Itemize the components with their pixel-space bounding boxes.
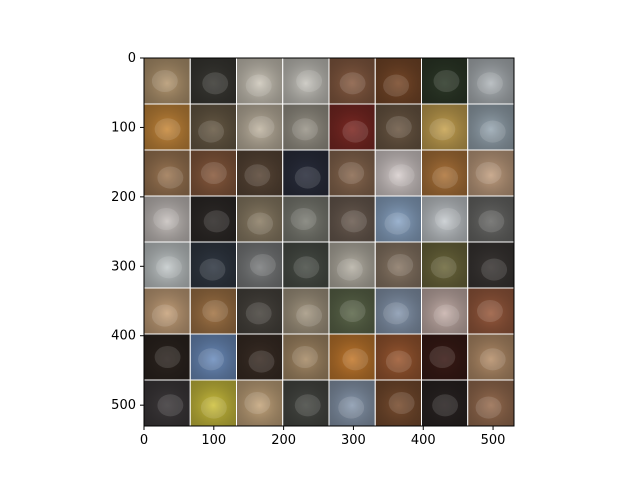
x-tick-label: 300 (341, 433, 366, 448)
x-tick-label: 100 (201, 433, 226, 448)
y-tick-label: 300 (111, 259, 136, 274)
image-cell (143, 241, 191, 289)
image-cell (282, 379, 330, 427)
image-cell (282, 57, 330, 105)
image-cell (374, 333, 422, 381)
image-cell (143, 379, 191, 427)
image-cell (374, 103, 422, 151)
image-cell (236, 57, 284, 105)
image-cell (467, 379, 515, 427)
image-cell (467, 57, 515, 105)
y-tick-label: 400 (111, 329, 136, 344)
image-cell (282, 287, 330, 335)
image-cell (421, 149, 469, 197)
x-tick-label: 500 (481, 433, 506, 448)
image-cell (143, 103, 191, 151)
image-cell (189, 195, 237, 243)
image-cell (282, 103, 330, 151)
image-cell (143, 149, 191, 197)
y-tick-label: 200 (111, 190, 136, 205)
image-cell (328, 57, 376, 105)
x-tick-label: 0 (140, 433, 148, 448)
image-cell (189, 379, 237, 427)
image-cell (236, 103, 284, 151)
image-cell (467, 241, 515, 289)
x-tick-label: 400 (411, 433, 436, 448)
image-cell (189, 241, 237, 289)
image-cell (328, 149, 376, 197)
y-tick-label: 100 (111, 120, 136, 135)
image-cell (374, 57, 422, 105)
image-cell (189, 333, 237, 381)
image-cell (421, 287, 469, 335)
image-cell (143, 195, 191, 243)
image-cell (421, 57, 469, 105)
image-cell (143, 287, 191, 335)
image-cell (189, 287, 237, 335)
image-cell (467, 333, 515, 381)
image-cell (236, 287, 284, 335)
image-cell (328, 287, 376, 335)
image-cell (236, 149, 284, 197)
image-cell (189, 57, 237, 105)
image-cell (467, 195, 515, 243)
y-tick-label: 500 (111, 398, 136, 413)
image-cell (374, 241, 422, 289)
x-tick-label: 200 (271, 433, 296, 448)
image-cell (189, 103, 237, 151)
image-cell (143, 333, 191, 381)
image-cell (374, 379, 422, 427)
x-axis: 0 100 200 300 400 500 (140, 426, 506, 448)
image-cell (236, 333, 284, 381)
image-cell (374, 287, 422, 335)
image-cell (421, 379, 469, 427)
image-cell (328, 103, 376, 151)
image-cell (374, 149, 422, 197)
image-cell (328, 241, 376, 289)
image-cell (374, 195, 422, 243)
image-cell (189, 149, 237, 197)
image-cell (236, 241, 284, 289)
image-cell (467, 149, 515, 197)
y-axis: 0 100 200 300 400 500 (111, 51, 144, 413)
image-cell (421, 103, 469, 151)
image-cell (282, 195, 330, 243)
image-cell (421, 241, 469, 289)
image-cell (328, 195, 376, 243)
image-cell (282, 241, 330, 289)
image-cell (467, 287, 515, 335)
image-grid (143, 57, 515, 427)
image-cell (421, 195, 469, 243)
image-cell (467, 103, 515, 151)
image-cell (282, 333, 330, 381)
image-cell (328, 379, 376, 427)
plot-frame (143, 57, 515, 427)
image-cell (236, 195, 284, 243)
image-cell (236, 379, 284, 427)
image-cell (421, 333, 469, 381)
image-cell (282, 149, 330, 197)
y-tick-label: 0 (128, 51, 136, 66)
image-cell (143, 57, 191, 105)
image-cell (328, 333, 376, 381)
